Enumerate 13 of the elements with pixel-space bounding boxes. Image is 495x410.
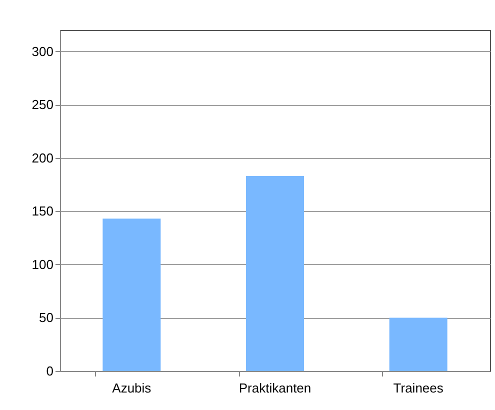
x-tick-label: Trainees bbox=[393, 380, 444, 396]
bar bbox=[102, 218, 161, 371]
y-tick-label: 100 bbox=[32, 256, 54, 272]
x-tick-label: Azubis bbox=[112, 380, 152, 396]
y-tick-label: 0 bbox=[46, 364, 54, 378]
y-tick-label: 200 bbox=[32, 150, 54, 166]
y-tick-label: 150 bbox=[32, 204, 54, 219]
bar bbox=[246, 176, 304, 371]
y-tick-label: 50 bbox=[39, 310, 54, 326]
y-tick-label: 250 bbox=[32, 97, 54, 112]
y-tick-label: 300 bbox=[32, 44, 54, 59]
bar bbox=[389, 318, 448, 371]
x-tick-label: Praktikanten bbox=[238, 380, 312, 396]
